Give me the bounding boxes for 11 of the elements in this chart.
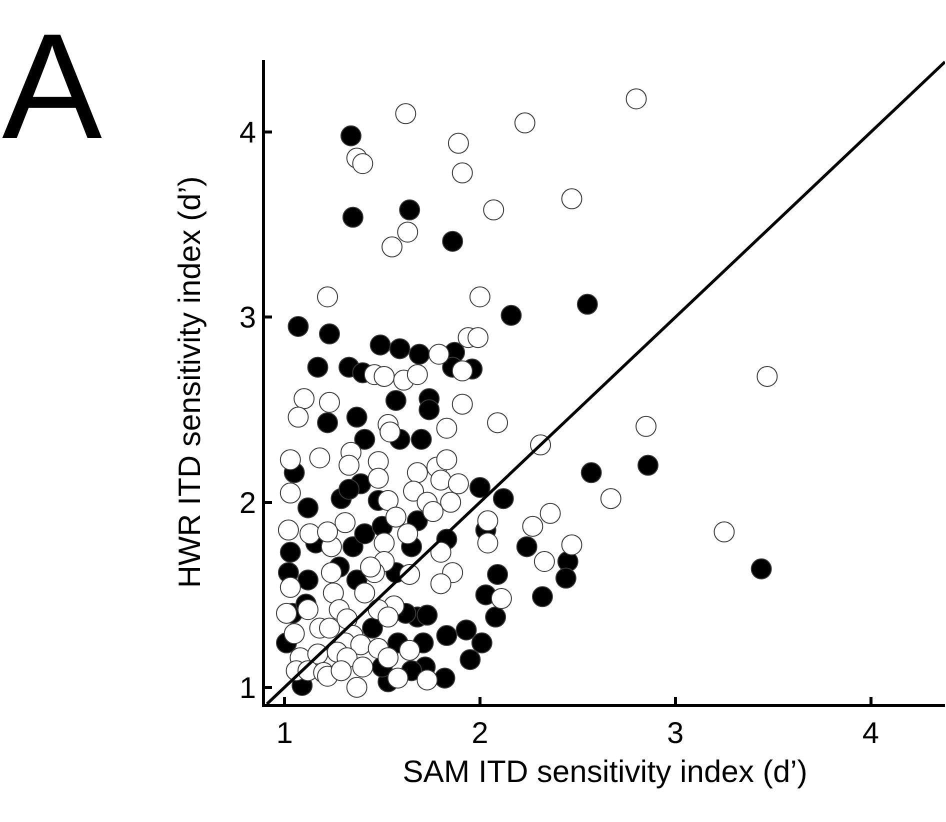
x-tick-label: 1 — [276, 717, 293, 750]
x-tick-label: 3 — [666, 717, 684, 750]
y-tick-label: 3 — [239, 302, 256, 335]
y-tick-label: 2 — [239, 486, 256, 520]
y-axis-title: HWR ITD sensitivity index (d’) — [172, 176, 207, 588]
x-axis-title: SAM ITD sensitivity index (d’) — [402, 754, 808, 790]
y-tick-label: 4 — [239, 116, 256, 150]
x-tick-label: 4 — [862, 717, 880, 750]
text: A — [2, 2, 102, 170]
y-tick-label: 1 — [239, 672, 256, 705]
x-tick-label: 2 — [472, 717, 488, 750]
